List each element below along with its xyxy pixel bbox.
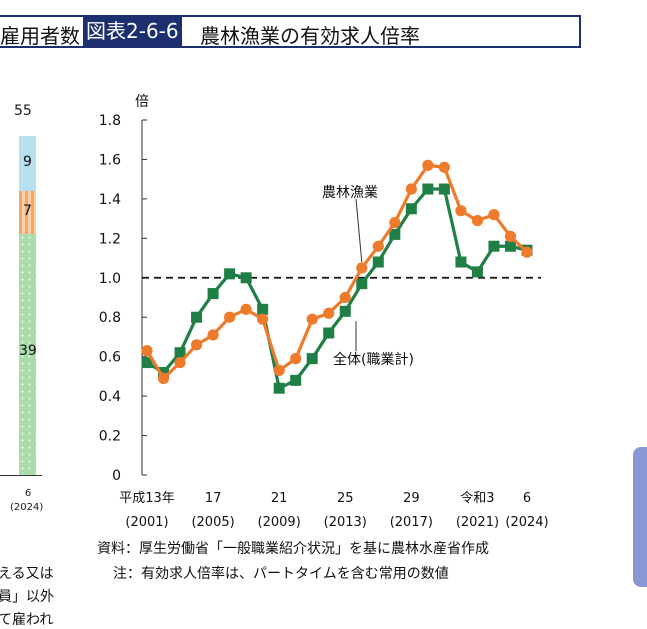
y-tick-label: 1.0 bbox=[99, 271, 121, 287]
x-tick-label: 平成13年 bbox=[119, 491, 175, 506]
data-point bbox=[141, 345, 153, 357]
data-point bbox=[323, 327, 335, 339]
left-body-text-line: 員」以外 bbox=[0, 589, 54, 605]
stacked-bar-total-label: 55 bbox=[14, 103, 32, 119]
data-point bbox=[273, 364, 285, 377]
data-point bbox=[471, 266, 483, 278]
data-point bbox=[224, 311, 236, 323]
segment-label-green: 39 bbox=[19, 343, 37, 359]
x-tick-label: 令和3 bbox=[460, 491, 494, 506]
data-point bbox=[339, 305, 351, 317]
data-point bbox=[471, 214, 484, 227]
y-tick-label: 0.4 bbox=[99, 389, 121, 405]
stacked-bar-segment-blue: 9 bbox=[19, 136, 36, 191]
y-tick-label: 1.8 bbox=[99, 113, 121, 129]
data-point bbox=[521, 246, 533, 258]
left-body-text-line: える又は bbox=[0, 566, 54, 582]
y-tick-label: 0.6 bbox=[99, 350, 121, 366]
data-point bbox=[455, 256, 467, 268]
data-point bbox=[488, 209, 500, 221]
data-point bbox=[422, 159, 434, 171]
data-point bbox=[504, 230, 517, 242]
left-chart-x-label: 6 bbox=[24, 488, 32, 499]
source-note: 資料：厚生労働省「一般職業紹介状況」を基に農林水産省作成 bbox=[97, 541, 489, 557]
x-tick-sublabel: (2001) bbox=[125, 515, 168, 530]
data-point bbox=[207, 288, 219, 300]
data-point bbox=[290, 353, 302, 365]
side-index-tab[interactable] bbox=[633, 447, 647, 587]
x-tick-label: 6 bbox=[523, 491, 531, 506]
data-point bbox=[356, 262, 368, 274]
data-point bbox=[389, 216, 401, 229]
data-point bbox=[438, 161, 450, 173]
data-point bbox=[339, 291, 351, 304]
left-chart-axis bbox=[0, 475, 42, 476]
data-point bbox=[174, 356, 186, 369]
series-label: 全体(職業計) bbox=[333, 351, 414, 368]
data-point bbox=[207, 329, 219, 341]
y-tick-label: 0 bbox=[112, 468, 121, 484]
data-point bbox=[438, 183, 450, 195]
x-tick-sublabel: (2013) bbox=[324, 515, 367, 530]
data-point bbox=[405, 203, 417, 215]
data-point bbox=[405, 183, 417, 195]
data-point bbox=[224, 268, 236, 280]
x-tick-sublabel: (2017) bbox=[390, 515, 433, 530]
data-point bbox=[306, 313, 318, 325]
y-tick-label: 1.6 bbox=[99, 152, 121, 168]
series-label: 農林漁業 bbox=[322, 185, 378, 201]
data-point bbox=[257, 313, 269, 325]
data-point bbox=[504, 240, 516, 252]
stacked-bar-segment-green: 39 bbox=[19, 234, 37, 475]
data-point bbox=[191, 311, 203, 323]
data-point bbox=[240, 272, 252, 284]
data-point bbox=[290, 374, 302, 386]
figure-number-badge: 図表2-6-6 bbox=[83, 17, 182, 46]
x-tick-label: 17 bbox=[205, 491, 222, 506]
previous-figure-title: 雇用者数 bbox=[0, 24, 80, 48]
data-point bbox=[455, 205, 467, 217]
x-tick-sublabel: (2021) bbox=[456, 515, 499, 530]
y-axis-unit-label: 倍 bbox=[135, 94, 149, 110]
data-point bbox=[372, 240, 384, 252]
x-tick-label: 29 bbox=[403, 491, 420, 506]
data-point bbox=[240, 303, 252, 315]
data-point bbox=[389, 228, 401, 240]
annotation-leader bbox=[355, 198, 363, 262]
data-point bbox=[323, 307, 335, 319]
x-tick-label: 25 bbox=[337, 491, 354, 506]
segment-label-blue: 9 bbox=[23, 154, 32, 170]
data-point bbox=[372, 256, 384, 268]
x-tick-sublabel: (2024) bbox=[505, 515, 548, 530]
data-point bbox=[141, 357, 153, 369]
data-point bbox=[190, 339, 203, 351]
x-tick-sublabel: (2005) bbox=[191, 515, 234, 530]
data-point bbox=[422, 183, 434, 195]
figure-title-bar: 雇用者数 図表2-6-6 農林漁業の有効求人倍率 bbox=[0, 15, 581, 48]
data-point bbox=[157, 372, 170, 384]
data-point bbox=[257, 303, 269, 315]
data-point bbox=[306, 353, 318, 365]
data-point bbox=[158, 366, 170, 378]
data-point bbox=[488, 240, 500, 252]
data-point bbox=[356, 278, 368, 290]
figure-title: 農林漁業の有効求人倍率 bbox=[200, 24, 420, 48]
y-tick-label: 0.2 bbox=[99, 429, 121, 445]
segment-label-orange: 7 bbox=[23, 203, 32, 219]
y-tick-label: 0.8 bbox=[99, 310, 121, 326]
y-tick-label: 1.2 bbox=[99, 231, 121, 247]
left-chart-x-sublabel: (2024) bbox=[10, 502, 44, 513]
x-tick-label: 21 bbox=[271, 491, 288, 506]
footnote: 注：有効求人倍率は、パートタイムを含む常用の数値 bbox=[113, 566, 449, 582]
data-point bbox=[174, 347, 186, 359]
x-tick-sublabel: (2009) bbox=[258, 515, 301, 530]
stacked-bar-segment-orange: 7 bbox=[19, 191, 36, 234]
left-body-text-line: て雇われ bbox=[0, 612, 54, 628]
y-tick-label: 1.4 bbox=[99, 192, 121, 208]
data-point bbox=[273, 382, 285, 394]
